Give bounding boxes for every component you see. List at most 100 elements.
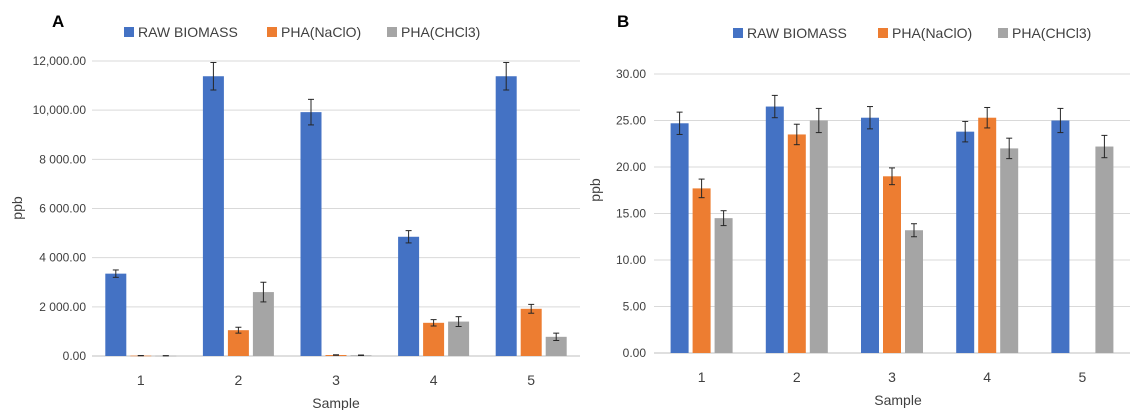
error-bar — [867, 106, 873, 130]
bar — [809, 120, 828, 353]
bar — [1000, 148, 1019, 353]
legend-swatch — [733, 28, 743, 38]
error-bar — [720, 210, 727, 227]
x-tick-label: 5 — [1079, 369, 1087, 385]
x-ticks-a: 1 2 3 4 5 — [137, 372, 535, 388]
error-bar — [676, 111, 683, 135]
y-tick-label: 4 000.00 — [39, 251, 86, 265]
legend-a: RAW BIOMASS PHA(NaClO) PHA(CHCl3) — [124, 24, 480, 40]
legend-label: RAW BIOMASS — [747, 25, 847, 41]
panel-label-a: A — [52, 12, 64, 31]
legend-label: PHA(NaClO) — [281, 24, 361, 40]
error-bar — [1006, 137, 1013, 160]
y-tick-label: 10,000.00 — [33, 103, 87, 117]
bar — [765, 106, 784, 353]
error-bar — [1057, 107, 1064, 134]
x-tick-label: 3 — [332, 372, 340, 388]
bars-b — [670, 94, 1114, 354]
error-bar — [553, 332, 560, 342]
y-tick-label: 15.00 — [616, 207, 646, 221]
bar — [978, 117, 997, 354]
bar — [495, 76, 517, 356]
error-bar — [793, 123, 800, 146]
error-bar — [962, 120, 969, 143]
error-bar — [771, 94, 778, 119]
error-bar — [405, 230, 412, 244]
legend-swatch — [124, 27, 134, 37]
x-tick-label: 5 — [527, 372, 535, 388]
legend-label: PHA(CHCl3) — [1012, 25, 1091, 41]
legend-item: RAW BIOMASS — [124, 24, 238, 40]
y-tick-label: 8 000.00 — [39, 152, 86, 166]
bar — [714, 218, 733, 353]
bar — [202, 76, 224, 356]
y-tick-label: 12,000.00 — [33, 54, 87, 68]
legend-item: PHA(NaClO) — [878, 25, 972, 41]
x-tick-label: 1 — [698, 369, 706, 385]
legend-item: PHA(NaClO) — [267, 24, 361, 40]
x-tick-label: 2 — [235, 372, 243, 388]
bar — [423, 322, 445, 356]
y-axis-title-b: ppb — [587, 178, 603, 202]
legend-item: RAW BIOMASS — [733, 25, 847, 41]
error-bar — [528, 303, 535, 314]
error-bar — [260, 281, 267, 303]
x-tick-label: 4 — [430, 372, 438, 388]
y-tick-label: 5.00 — [623, 300, 647, 314]
y-tick-label: 0.00 — [63, 349, 87, 363]
bar — [1051, 120, 1070, 353]
bar — [861, 117, 879, 354]
error-bar — [430, 319, 437, 327]
bar — [227, 330, 249, 356]
x-axis-title-b: Sample — [874, 392, 922, 408]
x-tick-label: 3 — [888, 369, 896, 385]
error-bar — [698, 178, 705, 199]
legend-swatch — [998, 28, 1008, 38]
x-axis-title-a: Sample — [312, 395, 360, 410]
bar — [520, 308, 542, 356]
legend-label: PHA(NaClO) — [892, 25, 972, 41]
legend-swatch — [387, 27, 397, 37]
panel-label-b: B — [617, 12, 629, 31]
bar — [670, 123, 689, 353]
x-ticks-b: 1 2 3 4 5 — [698, 369, 1087, 385]
error-bar — [911, 223, 917, 238]
legend-item: PHA(CHCl3) — [998, 25, 1091, 41]
error-bar — [210, 61, 217, 91]
y-axis-title-a: ppb — [9, 196, 25, 220]
chart-panel-b: B 0.00 5.00 10.00 15.00 20.00 25.00 30.00 1 2 3 4… — [587, 12, 1130, 408]
legend-label: RAW BIOMASS — [138, 24, 238, 40]
chart-panel-a: A 0.002 000.004 000.006 000.008 000.0010… — [9, 12, 580, 410]
error-bar — [235, 326, 242, 334]
bar — [1095, 146, 1114, 353]
legend-b: RAW BIOMASS PHA(NaClO) PHA(CHCl3) — [733, 25, 1091, 41]
y-tick-label: 2 000.00 — [39, 300, 86, 314]
bar — [956, 131, 975, 353]
y-tick-label: 6 000.00 — [39, 202, 86, 216]
x-tick-label: 1 — [137, 372, 145, 388]
error-bar — [308, 98, 314, 126]
bars-a — [105, 61, 567, 357]
error-bar — [815, 107, 822, 134]
error-bar — [984, 106, 991, 129]
y-ticks-b: 0.00 5.00 10.00 15.00 20.00 25.00 30.00 — [616, 67, 646, 360]
bar — [300, 112, 322, 356]
error-bar — [455, 316, 462, 327]
y-tick-label: 25.00 — [616, 114, 646, 128]
error-bar — [112, 269, 119, 278]
y-tick-label: 0.00 — [623, 346, 647, 360]
x-tick-label: 2 — [793, 369, 801, 385]
bar — [545, 336, 567, 356]
error-bar — [1101, 134, 1108, 159]
bar — [105, 273, 127, 356]
y-tick-label: 30.00 — [616, 67, 646, 81]
y-tick-label: 20.00 — [616, 160, 646, 174]
bar — [692, 188, 711, 353]
y-ticks-a: 0.00 2 000.00 4 000.00 6 000.00 8 000.00 10,0… — [33, 54, 87, 363]
x-tick-label: 4 — [983, 369, 991, 385]
grid-a — [92, 60, 580, 357]
error-bar — [889, 167, 895, 186]
bar — [883, 176, 901, 353]
bar — [252, 292, 274, 356]
